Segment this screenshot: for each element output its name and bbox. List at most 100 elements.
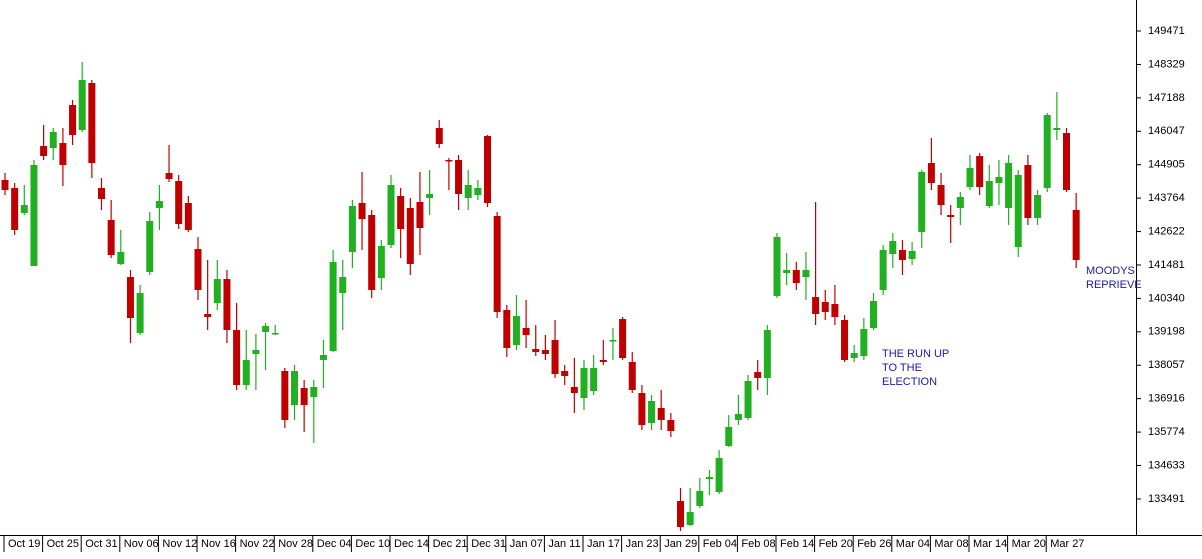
- annotation: ELECTION: [882, 376, 937, 388]
- candle-body: [78, 80, 86, 130]
- candle-body: [599, 360, 607, 362]
- candle-body: [879, 249, 887, 290]
- x-tick-label: Jan 17: [587, 538, 620, 550]
- candle-body: [850, 353, 858, 359]
- candle-body: [590, 367, 598, 391]
- candle-body: [1014, 174, 1022, 248]
- candle-body: [155, 200, 163, 208]
- candle-body: [532, 348, 540, 352]
- x-tick-label: Mar 20: [1012, 538, 1046, 550]
- candle-body: [194, 248, 202, 290]
- y-tick-label: 146047: [1148, 125, 1185, 137]
- candle-body: [870, 300, 877, 328]
- candle-body: [908, 250, 916, 259]
- y-tick-label: 144905: [1148, 159, 1185, 171]
- x-tick-label: Mar 08: [934, 538, 968, 550]
- x-tick-label: Feb 26: [857, 538, 891, 550]
- candle-body: [271, 332, 279, 335]
- candle-body: [233, 329, 241, 386]
- candle-body: [918, 171, 926, 232]
- candle-body: [580, 367, 588, 399]
- candle-body: [619, 319, 627, 359]
- candle-body: [377, 246, 385, 279]
- y-tick-label: 148329: [1148, 58, 1185, 70]
- y-tick-label: 147188: [1148, 92, 1185, 104]
- x-tick-label: Mar 27: [1050, 538, 1084, 550]
- candle-body: [841, 320, 849, 361]
- candle-body: [69, 105, 77, 135]
- candle-body: [677, 501, 684, 528]
- candle-body: [1034, 194, 1042, 219]
- x-tick-label: Jan 29: [664, 538, 697, 550]
- annotation: MOODYS: [1086, 265, 1135, 277]
- x-tick-label: Oct 25: [47, 538, 79, 550]
- y-tick-label: 143764: [1148, 192, 1185, 204]
- candle-body: [686, 512, 694, 525]
- candle-body: [348, 206, 356, 252]
- candle-body: [715, 457, 723, 492]
- y-tick-label: 134633: [1148, 459, 1185, 471]
- candle-body: [59, 142, 67, 166]
- candle-body: [98, 187, 105, 199]
- y-tick-label: 135774: [1148, 426, 1185, 438]
- candle-body: [1072, 209, 1080, 261]
- candle-body: [329, 261, 337, 351]
- candle-body: [1024, 165, 1032, 219]
- candle-body: [165, 173, 173, 180]
- candle-body: [484, 135, 491, 203]
- x-tick-label: Nov 16: [201, 538, 236, 550]
- x-tick-label: Nov 06: [124, 538, 159, 550]
- x-tick-label: Mar 04: [896, 538, 930, 550]
- candle-body: [744, 381, 752, 418]
- candle-body: [561, 370, 569, 376]
- x-tick-label: Feb 08: [741, 538, 775, 550]
- candle-body: [522, 327, 530, 335]
- candle-body: [976, 155, 984, 188]
- annotation: REPRIEVE: [1086, 279, 1142, 291]
- candle-body: [445, 160, 453, 162]
- y-tick-label: 149471: [1148, 25, 1185, 37]
- candle-body: [754, 371, 762, 379]
- candle-body: [146, 220, 154, 272]
- x-tick-label: Nov 22: [240, 538, 275, 550]
- candle-body: [319, 354, 327, 361]
- candle-body: [339, 276, 347, 293]
- candle-body: [291, 370, 298, 406]
- candle-body: [464, 185, 472, 199]
- candle-body: [512, 315, 520, 345]
- candle-body: [204, 314, 212, 317]
- candle-body: [1053, 127, 1061, 130]
- candle-body: [1005, 162, 1013, 208]
- x-tick-label: Feb 20: [819, 538, 853, 550]
- candle-body: [725, 427, 733, 447]
- x-tick-label: Dec 31: [471, 538, 506, 550]
- candle-body: [1, 180, 9, 190]
- candle-body: [821, 301, 829, 312]
- y-tick-label: 136916: [1148, 393, 1185, 405]
- x-tick-label: Mar 14: [973, 538, 1007, 550]
- candle-body: [252, 349, 260, 355]
- candle-body: [860, 328, 868, 356]
- candle-body: [802, 269, 810, 277]
- candle-body: [638, 393, 646, 426]
- candle-body: [541, 349, 549, 355]
- x-tick-label: Oct 31: [85, 538, 117, 550]
- candle-body: [985, 180, 993, 207]
- x-tick-label: Dec 21: [433, 538, 468, 550]
- candle-body: [49, 131, 57, 148]
- y-tick-label: 133491: [1148, 493, 1185, 505]
- x-tick-label: Nov 28: [278, 538, 313, 550]
- candle-body: [696, 490, 704, 507]
- candle-body: [358, 202, 366, 220]
- candle-body: [435, 127, 443, 145]
- candle-body: [898, 249, 906, 261]
- candle-body: [966, 167, 974, 188]
- y-tick-label: 138057: [1148, 359, 1185, 371]
- candle-body: [763, 329, 771, 379]
- candle-body: [20, 205, 28, 213]
- candle-body: [657, 407, 665, 421]
- annotation: TO THE: [882, 362, 922, 374]
- candle-body: [107, 220, 115, 255]
- x-tick-label: Dec 04: [317, 538, 352, 550]
